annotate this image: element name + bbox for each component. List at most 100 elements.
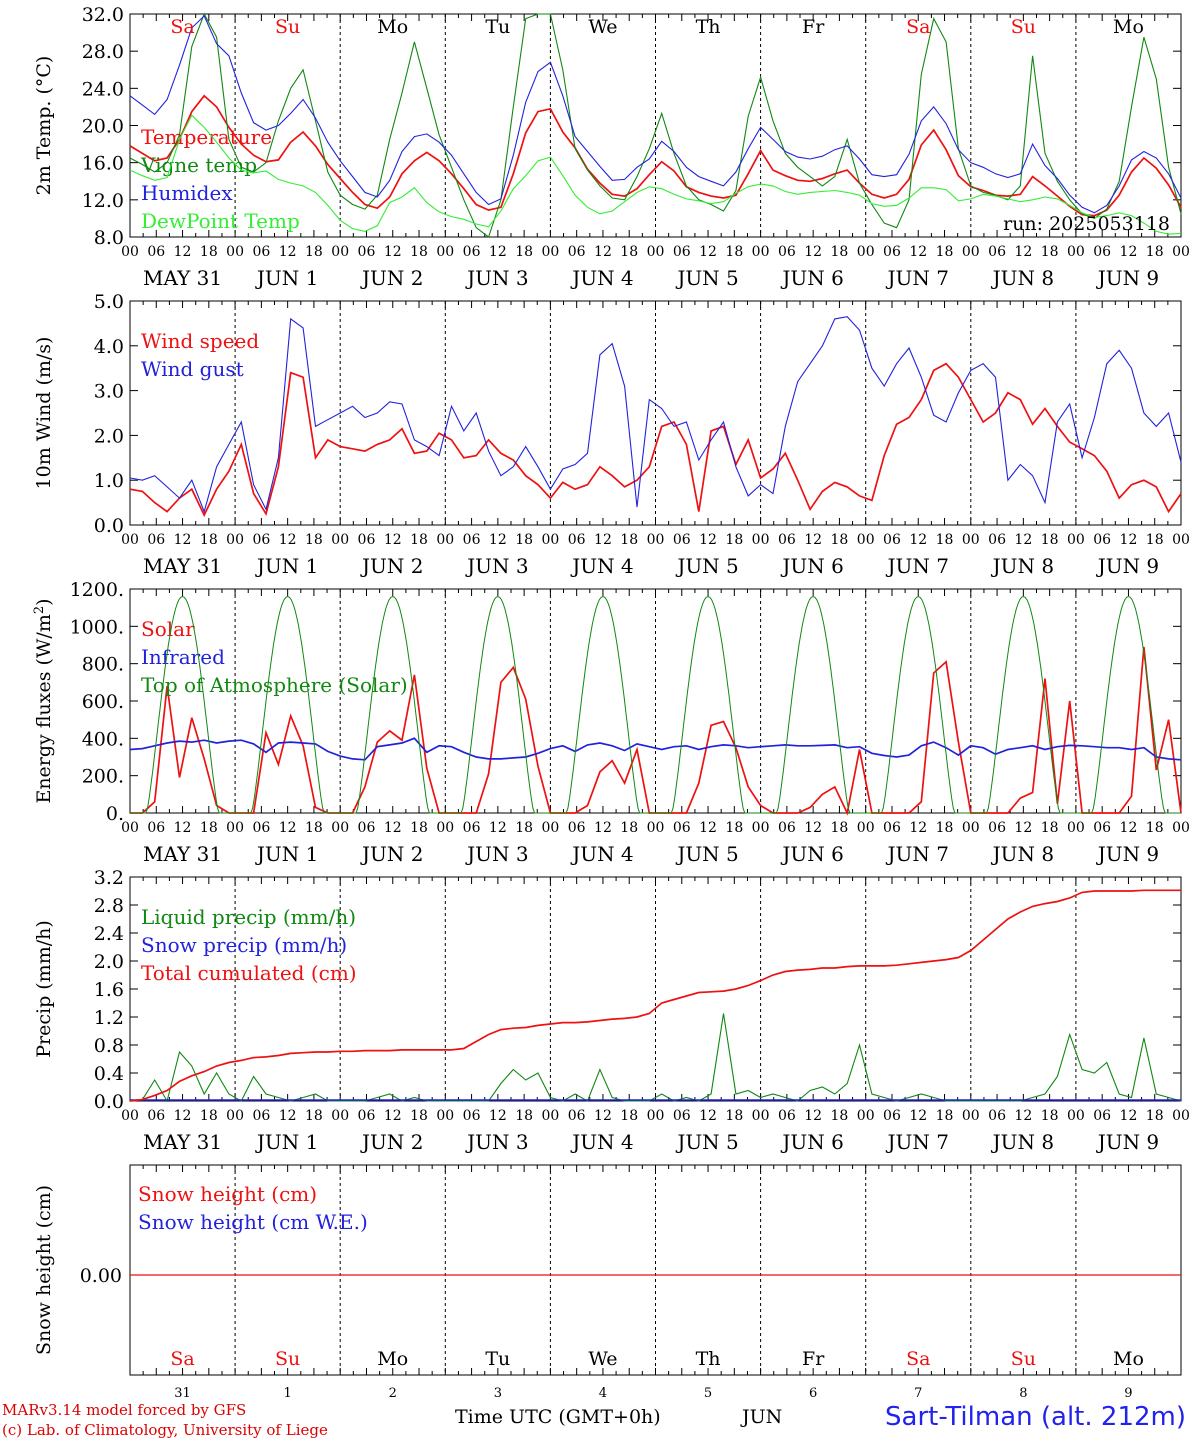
legend-snow-height-cm-w-e: Snow height (cm W.E.) — [138, 1210, 368, 1234]
y-tick-label: 400. — [82, 728, 124, 750]
y-tick-label: 200. — [82, 766, 124, 788]
hour-tick-label: 18 — [1041, 244, 1059, 260]
series-line-temperature — [129, 94, 1182, 217]
hour-tick-label: 18 — [1041, 532, 1059, 548]
hour-tick-label: 06 — [463, 532, 481, 548]
y-tick-label: 3.0 — [94, 381, 124, 403]
hour-tick-label: 18 — [620, 532, 638, 548]
y-axis-label: 2m Temp. (°C) — [33, 56, 55, 196]
hour-tick-label: 12 — [699, 820, 717, 836]
hour-tick-label: 12 — [1014, 532, 1032, 548]
date-label: JUN 4 — [570, 554, 633, 578]
day-name-bottom: Mo — [377, 1348, 408, 1370]
hour-tick-label: 12 — [384, 532, 402, 548]
y-tick-label: 28.0 — [82, 41, 124, 63]
y-tick-label: 5.0 — [94, 291, 124, 313]
hour-tick-label: 18 — [725, 1108, 743, 1124]
hour-tick-label: 06 — [778, 820, 796, 836]
hour-tick-label: 00 — [1172, 244, 1190, 260]
hour-tick-label: 06 — [568, 244, 586, 260]
hour-tick-label: 06 — [883, 244, 901, 260]
hour-tick-label: 18 — [831, 244, 849, 260]
x-axis-title: Time UTC (GMT+0h) — [455, 1406, 661, 1428]
day-name-top: Fr — [802, 16, 825, 38]
hour-tick-label: 12 — [1120, 244, 1138, 260]
day-name-top: Mo — [1113, 16, 1144, 38]
hour-tick-label: 06 — [883, 820, 901, 836]
hour-tick-label: 18 — [515, 244, 533, 260]
hour-tick-label: 06 — [568, 820, 586, 836]
hour-tick-label: 00 — [752, 820, 770, 836]
series-line-liquid-precip-mm-h — [129, 1013, 1182, 1103]
hour-tick-label: 18 — [1146, 1108, 1164, 1124]
day-name-bottom: Su — [275, 1348, 300, 1370]
y-tick-label: 0. — [106, 803, 124, 825]
month-label: JUN — [742, 1406, 783, 1428]
hour-tick-label: 00 — [541, 1108, 559, 1124]
hour-tick-label: 18 — [305, 1108, 323, 1124]
date-label: JUN 8 — [991, 554, 1054, 578]
hour-tick-label: 00 — [226, 244, 244, 260]
hour-tick-label: 18 — [200, 820, 218, 836]
date-label: JUN 3 — [465, 842, 528, 866]
date-label: JUN 1 — [255, 554, 318, 578]
date-label: MAY 31 — [143, 842, 222, 866]
hour-tick-label: 12 — [384, 244, 402, 260]
hour-tick-label: 00 — [331, 244, 349, 260]
day-number: 3 — [494, 1386, 502, 1401]
y-tick-label: 2.4 — [94, 923, 124, 945]
series-line-vigne-temp — [129, 12, 1182, 238]
panel-2: 0.0 1.0 2.0 3.0 4.0 5.0 10m Wind (m/s) Wind spe… — [33, 291, 1190, 578]
legend-vigne-temp: Vigne temp — [140, 153, 257, 177]
hour-tick-label: 18 — [410, 244, 428, 260]
hour-tick-label: 18 — [1041, 1108, 1059, 1124]
hour-tick-label: 18 — [831, 1108, 849, 1124]
hour-tick-label: 00 — [1172, 532, 1190, 548]
lab-credit: (c) Lab. of Climatology, University of L… — [2, 1421, 328, 1439]
hour-tick-label: 06 — [1093, 532, 1111, 548]
day-name-top: Su — [1011, 16, 1036, 38]
day-name-bottom: Th — [696, 1348, 721, 1370]
series-line-toa-solar — [130, 595, 1181, 814]
date-label: JUN 8 — [991, 1130, 1054, 1154]
date-label: JUN 5 — [675, 554, 738, 578]
day-number: 9 — [1124, 1386, 1132, 1401]
legend-wind-gust: Wind gust — [141, 357, 244, 381]
panel-3: 0. 200. 400. 600. 800. 1000. 1200. Energy fluxe… — [32, 579, 1190, 866]
hour-tick-label: 12 — [1014, 820, 1032, 836]
hour-tick-label: 12 — [909, 1108, 927, 1124]
hour-tick-label: 00 — [857, 820, 875, 836]
hour-tick-label: 12 — [384, 1108, 402, 1124]
panel-1: 8.0 12.0 16.0 20.0 24.0 28.0 32.0 2m Temp. (°C)… — [33, 4, 1190, 290]
date-label: JUN 9 — [1096, 266, 1159, 290]
hour-tick-label: 18 — [410, 1108, 428, 1124]
date-label: JUN 8 — [991, 266, 1054, 290]
legend-solar: Solar — [141, 617, 195, 641]
hour-tick-label: 06 — [673, 820, 691, 836]
hour-tick-label: 12 — [174, 820, 192, 836]
hour-tick-label: 06 — [147, 244, 165, 260]
hour-tick-label: 18 — [305, 820, 323, 836]
hour-tick-label: 00 — [436, 532, 454, 548]
hour-tick-label: 06 — [252, 532, 270, 548]
date-label: JUN 3 — [465, 554, 528, 578]
hour-tick-label: 18 — [725, 244, 743, 260]
hour-tick-label: 12 — [804, 820, 822, 836]
y-tick-label: 0.0 — [94, 1091, 124, 1113]
hour-tick-label: 12 — [174, 1108, 192, 1124]
hour-tick-label: 06 — [358, 244, 376, 260]
hour-tick-label: 00 — [1067, 820, 1085, 836]
hour-tick-label: 18 — [620, 1108, 638, 1124]
day-name-bottom: We — [588, 1348, 617, 1370]
hour-tick-label: 12 — [594, 532, 612, 548]
date-label: JUN 5 — [675, 1130, 738, 1154]
y-tick-label: 20.0 — [82, 116, 124, 138]
hour-tick-label: 18 — [936, 1108, 954, 1124]
date-label: JUN 7 — [886, 554, 949, 578]
hour-tick-label: 00 — [1067, 1108, 1085, 1124]
day-number: 8 — [1019, 1386, 1027, 1401]
hour-tick-label: 00 — [436, 244, 454, 260]
y-tick-label: 4.0 — [94, 336, 124, 358]
legend-snow-height-cm: Snow height (cm) — [138, 1182, 317, 1206]
hour-tick-label: 06 — [1093, 820, 1111, 836]
